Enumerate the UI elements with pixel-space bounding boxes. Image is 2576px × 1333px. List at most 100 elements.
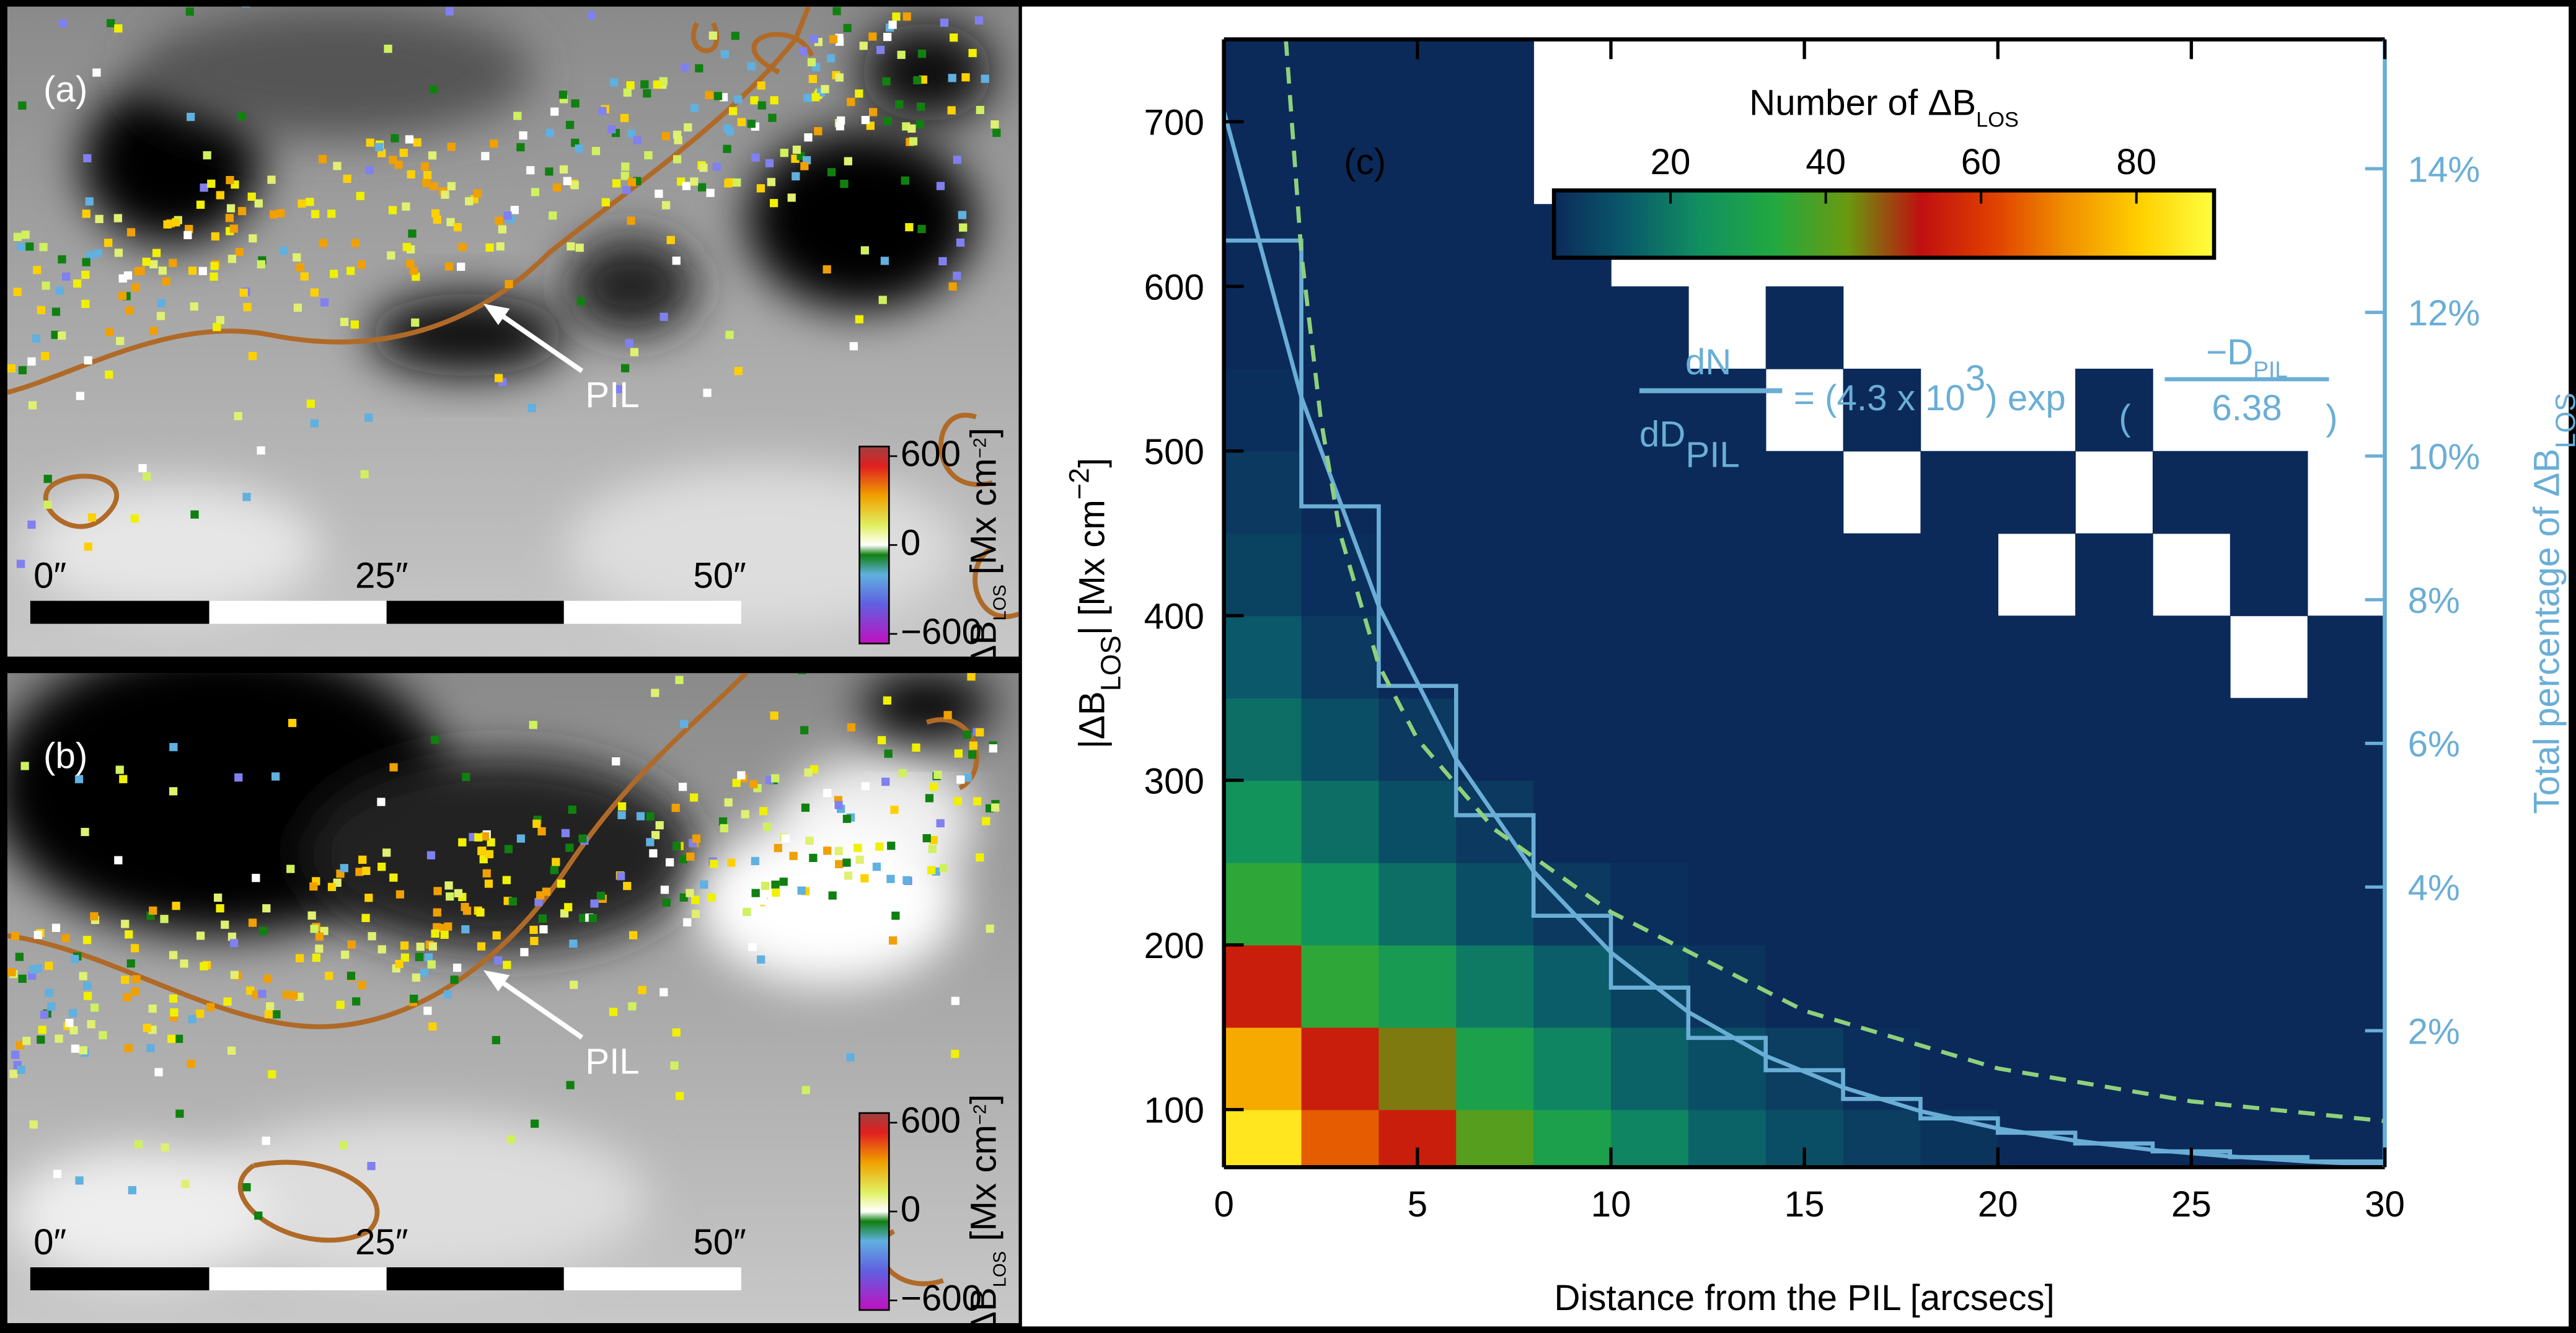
heatmap-cell (1688, 698, 1767, 781)
heatmap-cell (1301, 451, 1380, 534)
speck (226, 204, 236, 213)
speck (623, 882, 632, 891)
speck (214, 893, 223, 902)
scale-bar-segment (30, 1267, 210, 1291)
speck (71, 954, 79, 964)
speck (651, 688, 659, 697)
heatmap-cell (1378, 368, 1457, 452)
speck (412, 973, 420, 982)
speck (626, 81, 635, 90)
speck (725, 330, 734, 340)
pil-label: PIL (585, 1041, 639, 1081)
speck (196, 931, 205, 940)
panel-label: (b) (43, 736, 87, 776)
heatmap-cell (2307, 698, 2385, 781)
colorbar-tick-label: 80 (2116, 142, 2156, 182)
speck (149, 260, 158, 269)
x-tick-label: 15 (1784, 1184, 1825, 1225)
speck (86, 251, 94, 260)
speck (81, 299, 90, 308)
speck (115, 765, 124, 774)
heatmap-cell (1920, 533, 1999, 617)
speck (596, 891, 606, 900)
heatmap-cell (1301, 121, 1380, 205)
speck (124, 1044, 133, 1053)
speck (800, 162, 809, 170)
speck (770, 96, 779, 105)
heatmap-cell (2075, 533, 2153, 617)
speck (731, 32, 739, 40)
speck (206, 1003, 215, 1011)
speck (969, 741, 978, 750)
speck (249, 234, 257, 243)
speck (531, 188, 540, 196)
speck (936, 819, 945, 828)
speck (306, 198, 314, 206)
speck (384, 45, 392, 53)
speck (598, 107, 607, 115)
eq-open: ( (2119, 398, 2131, 438)
speck (267, 175, 276, 184)
speck (485, 243, 494, 252)
speck (356, 191, 364, 200)
heatmap-cell (2152, 944, 2231, 1028)
speck (428, 151, 437, 160)
speck (724, 798, 733, 807)
speck (902, 876, 911, 885)
speck (855, 315, 863, 323)
speck (840, 180, 849, 188)
heatmap-cell (1765, 862, 1844, 946)
speck (700, 880, 708, 889)
eq-close: ) (2326, 398, 2337, 438)
speck (18, 101, 27, 110)
speck (510, 206, 519, 214)
speck (732, 778, 741, 787)
speck (310, 288, 319, 297)
heatmap-cell (1533, 286, 1612, 369)
magnetogram-feature (861, 23, 993, 122)
speck (444, 881, 453, 890)
speck (940, 18, 949, 27)
speck (365, 165, 374, 175)
speck (990, 120, 999, 129)
heatmap-cell (1224, 615, 1302, 699)
speck (917, 224, 926, 234)
speck (320, 298, 329, 307)
speck (705, 90, 713, 100)
scale-bar-segment (209, 1267, 387, 1291)
speck (154, 1068, 163, 1076)
speck (849, 342, 858, 351)
speck (113, 214, 122, 222)
speck (406, 259, 415, 268)
speck (504, 845, 513, 853)
speck (454, 889, 463, 897)
speck (897, 50, 906, 59)
speck (723, 124, 732, 133)
heatmap-cell (1688, 944, 1767, 1028)
dashed-fit (1284, 39, 2385, 1124)
colorbar-label: ΔBLOS [Mx cm−2] (963, 1094, 1010, 1333)
speck (781, 834, 790, 843)
speck (844, 157, 852, 165)
speck (196, 200, 205, 209)
speck (248, 351, 257, 361)
text-part: [Mx cm (963, 1125, 1003, 1251)
pil-arrow (495, 310, 584, 373)
speck (280, 246, 288, 255)
speck (530, 936, 539, 946)
speck (620, 364, 630, 372)
speck (883, 117, 893, 126)
speck (917, 102, 925, 111)
heatmap-cell (1610, 1027, 1689, 1111)
speck (629, 931, 638, 939)
speck (575, 144, 583, 153)
heatmap-cell (1301, 780, 1380, 863)
speck (15, 952, 24, 961)
text-part: Total percentage of ΔB (2526, 449, 2567, 814)
speck (651, 830, 660, 840)
speck (387, 251, 395, 260)
heatmap-cell (1533, 368, 1612, 452)
speck (737, 771, 746, 780)
